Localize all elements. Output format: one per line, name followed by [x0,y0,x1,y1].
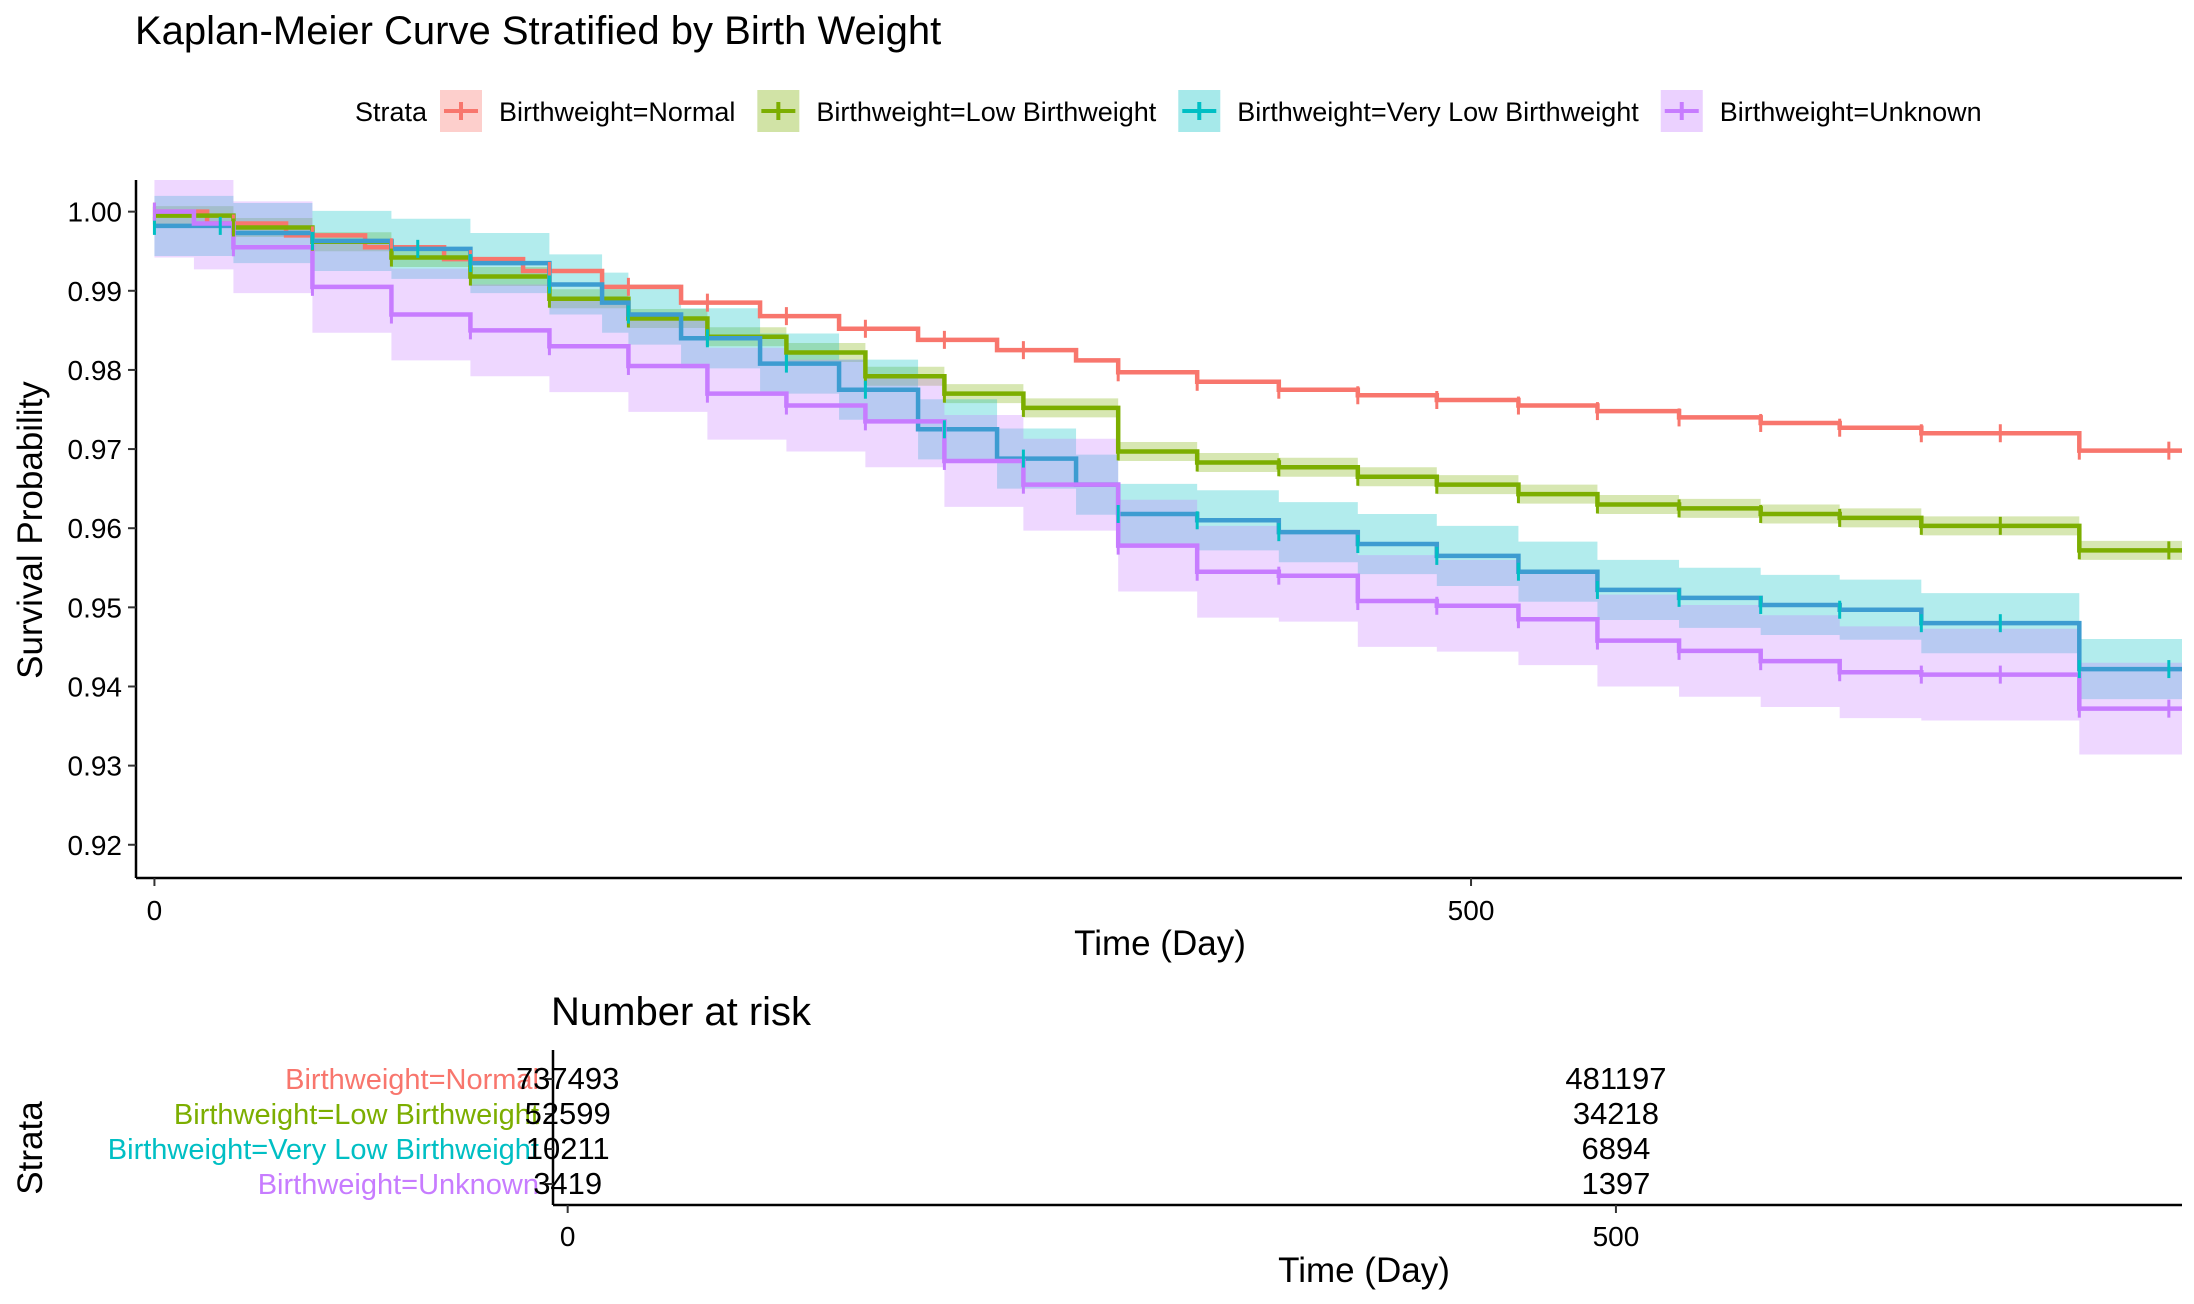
km-y-tick-label-7: 0.99 [68,276,123,307]
risk-cell-1-0: 52599 [525,1096,611,1131]
curve-2 [154,223,2182,672]
risk-x-tick-label-1: 500 [1593,1221,1640,1252]
km-y-tick-label-0: 0.92 [68,830,123,861]
legend-title: Strata [355,97,428,127]
km-x-axis-label: Time (Day) [1074,924,1246,963]
risk-cell-3-0: 3419 [533,1166,602,1201]
risk-row-label-2: Birthweight=Very Low Birthweight [108,1134,539,1166]
legend-label-2: Birthweight=Very Low Birthweight [1237,97,1639,127]
risk-cell-2-0: 10211 [526,1131,610,1166]
legend-key-0 [440,90,482,132]
risk-y-axis-label: Strata [11,1101,50,1195]
legend-label-0: Birthweight=Normal [499,97,735,127]
risk-row-label-0: Birthweight=Normal [285,1064,539,1096]
risk-row-label-1: Birthweight=Low Birthweight [174,1099,539,1131]
legend: Strata Birthweight=Normal Birthweight=Low … [355,90,1982,132]
risk-x-axis-label: Time (Day) [1278,1251,1450,1290]
band-3 [154,180,2183,755]
km-y-tick-label-8: 1.00 [68,197,123,228]
km-y-tick-label-3: 0.95 [68,592,123,623]
km-x-tick-label-0: 0 [147,895,163,926]
km-axes: 0.92 0.93 0.94 0.95 0.96 0.97 0.98 0.99 1.00 0 500 [68,180,2182,926]
confidence-bands [154,180,2183,755]
figure-title: Kaplan-Meier Curve Stratified by Birth W… [135,9,941,53]
km-y-tick-label-4: 0.96 [68,513,123,544]
risk-x-tick-label-0: 0 [560,1221,576,1252]
km-plot-panel: 0.92 0.93 0.94 0.95 0.96 0.97 0.98 0.99 1.00 0 500 [68,180,2183,926]
km-y-tick-label-2: 0.94 [68,671,123,702]
legend-key-3 [1660,90,1703,132]
risk-table-title: Number at risk [551,990,812,1034]
risk-row-label-3: Birthweight=Unknown [258,1169,539,1201]
km-y-tick-label-5: 0.97 [68,434,123,465]
risk-cell-0-1: 481197 [1565,1061,1666,1096]
band-2 [154,195,2183,700]
legend-label-3: Birthweight=Unknown [1720,97,1982,127]
risk-cell-2-1: 6894 [1581,1131,1650,1166]
km-y-axis-label: Survival Probability [11,381,50,679]
risk-cell-0-0: 737493 [516,1061,619,1096]
risk-cell-1-1: 34218 [1573,1096,1659,1131]
legend-key-1 [757,90,800,132]
curve-3 [154,209,2182,711]
km-y-tick-label-1: 0.93 [68,751,123,782]
km-x-tick-label-1: 500 [1448,895,1495,926]
risk-cell-3-1: 1397 [1581,1166,1650,1201]
legend-label-1: Birthweight=Low Birthweight [816,97,1156,127]
censor-marks [152,202,2171,718]
km-y-tick-label-6: 0.98 [68,355,123,386]
legend-key-2 [1178,90,1221,132]
